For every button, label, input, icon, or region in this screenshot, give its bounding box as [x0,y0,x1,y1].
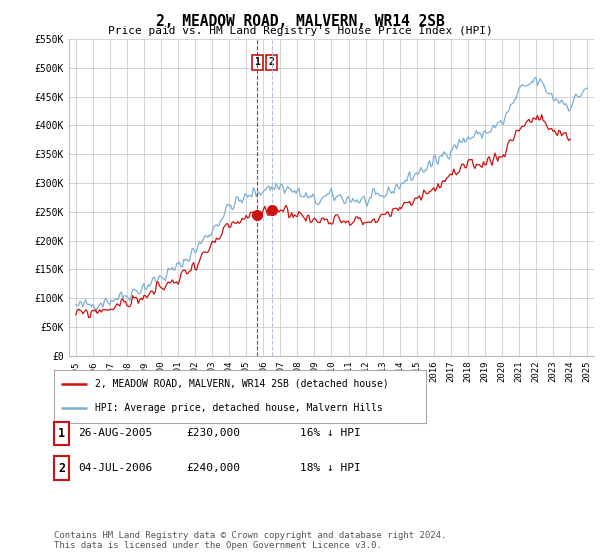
Text: 26-AUG-2005: 26-AUG-2005 [78,428,152,438]
Text: 1: 1 [254,57,260,67]
Text: Contains HM Land Registry data © Crown copyright and database right 2024.
This d: Contains HM Land Registry data © Crown c… [54,530,446,550]
Text: Price paid vs. HM Land Registry's House Price Index (HPI): Price paid vs. HM Land Registry's House … [107,26,493,36]
Text: £240,000: £240,000 [186,463,240,473]
Text: 2, MEADOW ROAD, MALVERN, WR14 2SB (detached house): 2, MEADOW ROAD, MALVERN, WR14 2SB (detac… [95,379,389,389]
Text: 16% ↓ HPI: 16% ↓ HPI [300,428,361,438]
Text: 1: 1 [58,427,65,440]
Text: HPI: Average price, detached house, Malvern Hills: HPI: Average price, detached house, Malv… [95,403,383,413]
Text: 18% ↓ HPI: 18% ↓ HPI [300,463,361,473]
Text: 2, MEADOW ROAD, MALVERN, WR14 2SB: 2, MEADOW ROAD, MALVERN, WR14 2SB [155,14,445,29]
Text: £230,000: £230,000 [186,428,240,438]
Text: 04-JUL-2006: 04-JUL-2006 [78,463,152,473]
Text: 2: 2 [269,57,275,67]
Text: 2: 2 [58,461,65,475]
